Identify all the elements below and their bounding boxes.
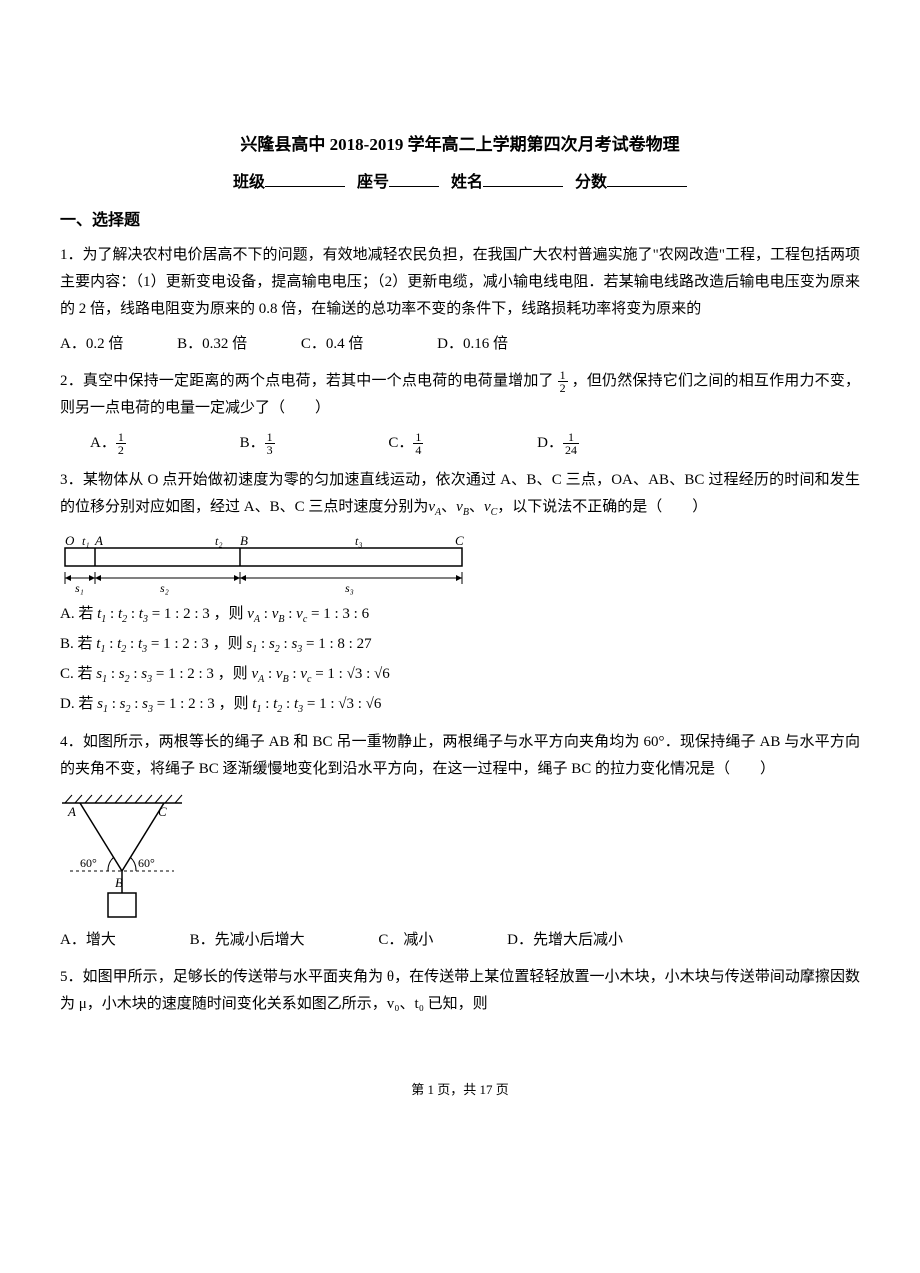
class-blank <box>265 169 345 187</box>
question-3: 3．某物体从 O 点开始做初速度为零的匀加速直线运动，依次通过 A、B、C 三点… <box>60 467 860 522</box>
q2-text-pre: 2．真空中保持一定距离的两个点电荷，若其中一个点电荷的电荷量增加了 <box>60 373 554 389</box>
question-5: 5．如图甲所示，足够长的传送带与水平面夹角为 θ，在传送带上某位置轻轻放置一小木… <box>60 964 860 1018</box>
class-label: 班级 <box>233 174 265 191</box>
q3-optD: D. 若 s1 : s2 : s3 = 1 : 2 : 3 ，则 t1 : t2… <box>60 691 860 719</box>
q2-optD: D．124 <box>537 430 579 457</box>
q4-optA: A．增大 <box>60 927 116 954</box>
name-label: 姓名 <box>451 174 483 191</box>
q2-optB: B．13 <box>240 430 275 457</box>
svg-text:t₂: t₂ <box>215 534 223 548</box>
seat-blank <box>389 169 439 187</box>
question-1: 1．为了解决农村电价居高不下的问题，有效地减轻农民负担，在我国广大农村普遍实施了… <box>60 242 860 323</box>
svg-text:t₃: t₃ <box>355 534 363 548</box>
question-2: 2．真空中保持一定距离的两个点电荷，若其中一个点电荷的电荷量增加了 12 ，但仍… <box>60 368 860 422</box>
q4-options: A．增大 B．先减小后增大 C．减小 D．先增大后减小 <box>60 927 860 954</box>
q1-options: A．0.2 倍 B．0.32 倍 C．0.4 倍 D．0.16 倍 <box>60 331 860 358</box>
question-4: 4．如图所示，两根等长的绳子 AB 和 BC 吊一重物静止，两根绳子与水平方向夹… <box>60 729 860 783</box>
seat-label: 座号 <box>357 174 389 191</box>
q4-optC: C．减小 <box>378 927 433 954</box>
q3-optB: B. 若 t1 : t2 : t3 = 1 : 2 : 3 ，则 s1 : s2… <box>60 631 860 659</box>
q3-text-post: ，以下说法不正确的是（ ） <box>497 499 707 515</box>
q1-optC: C．0.4 倍 <box>301 331 364 358</box>
svg-text:C: C <box>455 533 464 548</box>
q2-frac: 12 <box>558 369 568 394</box>
svg-text:A: A <box>67 804 76 819</box>
info-line: 班级 座号 姓名 分数 <box>60 169 860 198</box>
score-blank <box>607 169 687 187</box>
svg-text:60°: 60° <box>138 856 155 870</box>
score-label: 分数 <box>575 174 607 191</box>
section-title: 一、选择题 <box>60 207 860 236</box>
svg-text:A: A <box>94 533 103 548</box>
svg-text:s₃: s₃ <box>345 581 354 595</box>
q2-options: A．12 B．13 C．14 D．124 <box>60 430 860 457</box>
q1-optA: A．0.2 倍 <box>60 331 123 358</box>
q3-diagram: O t₁ A t₂ B t₃ C s₁ s₂ s₃ <box>60 530 470 595</box>
svg-text:B: B <box>240 533 248 548</box>
svg-text:O: O <box>65 533 75 548</box>
q4-optD: D．先增大后减小 <box>507 927 623 954</box>
svg-text:t₁: t₁ <box>82 534 90 548</box>
svg-text:s₂: s₂ <box>160 581 169 595</box>
page-footer: 第 1 页，共 17 页 <box>60 1078 860 1101</box>
q1-optD: D．0.16 倍 <box>437 331 508 358</box>
q4-optB: B．先减小后增大 <box>190 927 305 954</box>
q3-optC: C. 若 s1 : s2 : s3 = 1 : 2 : 3 ，则 vA : vB… <box>60 661 860 689</box>
svg-text:s₁: s₁ <box>75 581 84 595</box>
q1-optB: B．0.32 倍 <box>177 331 247 358</box>
svg-text:C: C <box>158 804 167 819</box>
q4-diagram: 60° 60° A C B <box>60 791 185 921</box>
page-title: 兴隆县高中 2018-2019 学年高二上学期第四次月考试卷物理 <box>60 130 860 161</box>
svg-text:60°: 60° <box>80 856 97 870</box>
q3-optA: A. 若 t1 : t2 : t3 = 1 : 2 : 3 ，则 vA : vB… <box>60 601 860 629</box>
q2-optC: C．14 <box>388 430 423 457</box>
name-blank <box>483 169 563 187</box>
q2-optA: A．12 <box>90 430 126 457</box>
